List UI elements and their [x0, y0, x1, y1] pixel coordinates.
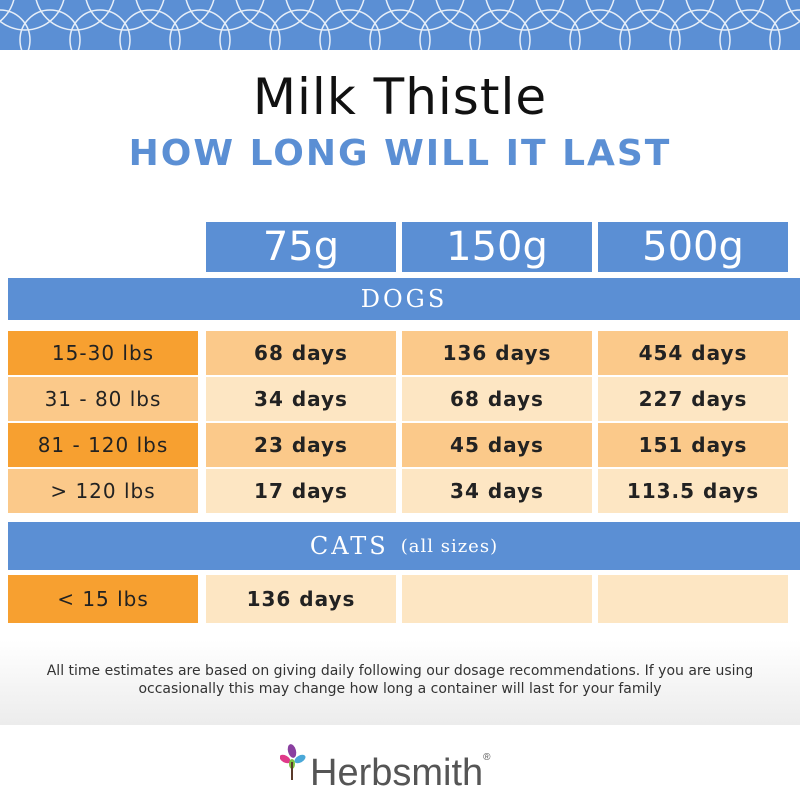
dogs-cell: 68 days	[402, 377, 592, 421]
section-cats-note: (all sizes)	[400, 535, 499, 557]
dogs-cell: 136 days	[402, 331, 592, 375]
column-header-75g: 75g	[206, 222, 396, 272]
dogs-cell: 23 days	[206, 423, 396, 467]
page-subtitle: HOW LONG WILL IT LAST	[128, 133, 672, 174]
section-cats: CATS (all sizes)	[8, 522, 800, 570]
leaf-logo-icon	[280, 744, 306, 780]
cats-cell	[402, 575, 592, 623]
section-cats-heading: CATS	[309, 532, 389, 560]
column-header-500g: 500g	[598, 222, 788, 272]
dogs-row-label: 31 - 80 lbs	[8, 377, 198, 421]
decorative-banner	[0, 0, 800, 50]
cats-cell: 136 days	[206, 575, 396, 623]
dogs-row-label: > 120 lbs	[8, 469, 198, 513]
banner-pattern-icon	[0, 0, 800, 50]
dogs-cell: 227 days	[598, 377, 788, 421]
brand-name: Herbsmith®	[310, 752, 491, 794]
section-dogs: DOGS	[8, 278, 800, 320]
page-title: Milk Thistle	[252, 68, 548, 126]
dogs-cell: 68 days	[206, 331, 396, 375]
section-dogs-heading: DOGS	[360, 285, 448, 313]
dogs-cell: 34 days	[402, 469, 592, 513]
column-header-150g: 150g	[402, 222, 592, 272]
dogs-row-label: 81 - 120 lbs	[8, 423, 198, 467]
dogs-row-label: 15-30 lbs	[8, 331, 198, 375]
dogs-cell: 17 days	[206, 469, 396, 513]
disclaimer-text: All time estimates are based on giving d…	[46, 663, 754, 697]
dogs-cell: 113.5 days	[598, 469, 788, 513]
dogs-cell: 34 days	[206, 377, 396, 421]
dogs-cell: 45 days	[402, 423, 592, 467]
dogs-cell: 454 days	[598, 331, 788, 375]
cats-cell	[598, 575, 788, 623]
brand-logo: Herbsmith®	[280, 740, 540, 798]
cats-row-label: < 15 lbs	[8, 575, 198, 623]
dogs-cell: 151 days	[598, 423, 788, 467]
footer-band	[0, 640, 800, 725]
